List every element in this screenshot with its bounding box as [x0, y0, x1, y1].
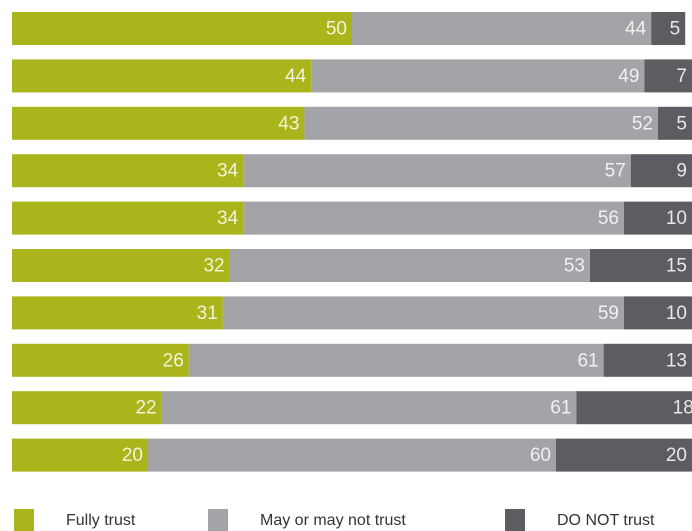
value-label: 57	[605, 161, 626, 182]
bar-segment	[352, 12, 652, 45]
legend-swatch	[208, 509, 228, 531]
bar-segment	[12, 296, 223, 330]
bar-segment	[12, 438, 148, 472]
value-label: 50	[326, 19, 347, 40]
bar-segment	[603, 343, 692, 377]
bar-segment	[12, 106, 305, 140]
value-label: 52	[632, 113, 653, 134]
bar-segment	[12, 343, 189, 377]
value-label: 20	[122, 445, 143, 466]
bar-segment	[243, 154, 631, 188]
value-label: 59	[598, 303, 619, 324]
bar-segment	[590, 249, 692, 282]
value-label: 61	[577, 350, 598, 371]
value-label: 34	[217, 208, 239, 229]
value-label: 56	[598, 208, 619, 229]
value-label: 43	[278, 113, 299, 134]
bar-segment	[229, 249, 590, 282]
bar-segment	[161, 391, 577, 425]
legend-swatch	[14, 509, 34, 531]
value-label: 5	[676, 113, 687, 134]
legend-label: May or may not trust	[260, 512, 406, 529]
legend-label: DO NOT trust	[557, 512, 655, 529]
value-label: 20	[666, 445, 687, 466]
bar-segment	[576, 391, 692, 425]
bar-segment	[12, 12, 352, 45]
bar-segment	[624, 201, 692, 235]
bar-segment	[243, 201, 624, 235]
value-label: 60	[530, 445, 551, 466]
bar-segment	[12, 59, 312, 93]
value-label: 49	[618, 66, 639, 87]
value-label: 5	[670, 19, 681, 40]
bar-segment	[304, 106, 658, 140]
value-label: 9	[676, 161, 687, 182]
bar-segment	[651, 12, 686, 45]
value-label: 18	[673, 398, 692, 419]
bar-segment	[12, 249, 230, 282]
bar-segment	[12, 391, 162, 425]
value-label: 61	[550, 398, 571, 419]
value-label: 31	[197, 303, 218, 324]
value-label: 32	[203, 256, 224, 277]
value-label: 13	[666, 350, 687, 371]
value-label: 44	[625, 19, 647, 40]
bar-segment	[624, 296, 692, 330]
legend-swatch	[505, 509, 525, 531]
bar-segment	[630, 154, 692, 188]
value-label: 10	[666, 303, 687, 324]
value-label: 7	[676, 66, 687, 87]
bar-segment	[311, 59, 645, 93]
value-label: 10	[666, 208, 687, 229]
bar-segment	[12, 154, 244, 188]
bar-segment	[148, 438, 556, 472]
legend-label: Fully trust	[66, 512, 136, 529]
bar-segment	[188, 343, 604, 377]
bar-segment	[556, 438, 692, 472]
bar-segment	[12, 201, 244, 235]
value-label: 34	[217, 161, 239, 182]
value-label: 22	[135, 398, 156, 419]
value-label: 26	[163, 350, 184, 371]
bar-segment	[222, 296, 625, 330]
bar-segment	[644, 59, 692, 93]
value-label: 44	[285, 66, 307, 87]
bar-segment	[658, 106, 692, 140]
value-label: 53	[564, 256, 585, 277]
value-label: 15	[666, 256, 687, 277]
